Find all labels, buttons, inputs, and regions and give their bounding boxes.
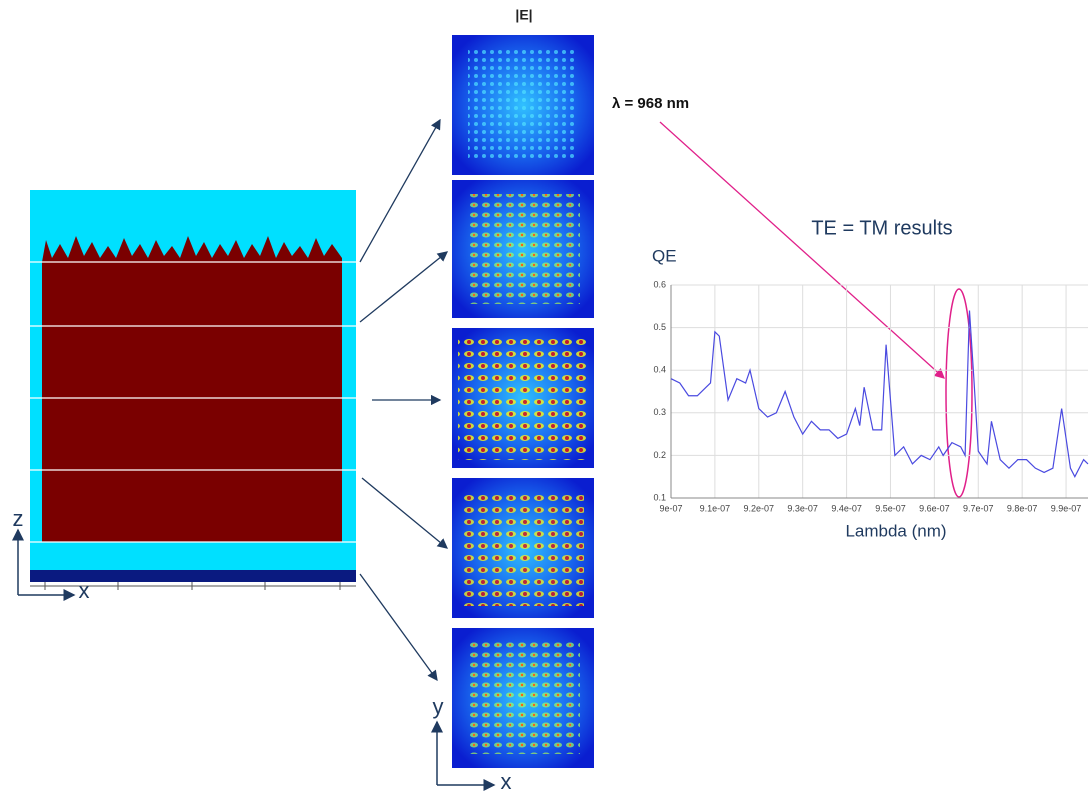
y-axis-title: QE xyxy=(652,246,677,265)
x-axis-label: x xyxy=(79,578,90,603)
field-maps xyxy=(452,35,594,768)
qe-line xyxy=(670,310,1089,479)
y-tick-label: 0.1 xyxy=(653,492,666,502)
y-tick-label: 0.3 xyxy=(653,407,666,417)
x-tick-label: 9.5e-07 xyxy=(875,503,906,513)
x-axis-label: x xyxy=(501,769,512,793)
arrows xyxy=(359,118,449,682)
y-tick-label: 0.2 xyxy=(653,450,666,460)
x-tick-label: 9.3e-07 xyxy=(787,503,818,513)
y-tick-label: 0.4 xyxy=(653,365,666,375)
x-tick-label: 9.4e-07 xyxy=(831,503,862,513)
wavelength-label: λ = 968 nm xyxy=(612,95,689,112)
x-tick-label: 9.6e-07 xyxy=(919,503,950,513)
y-axis-label: y xyxy=(433,694,444,719)
x-tick-label: 9.2e-07 xyxy=(744,503,775,513)
y-tick-label: 0.6 xyxy=(653,279,666,289)
structure: z x xyxy=(12,190,356,603)
x-tick-label: 9.7e-07 xyxy=(963,503,994,513)
z-axis-label: z xyxy=(13,506,24,531)
x-tick-label: 9e-07 xyxy=(659,503,682,513)
x-tick-label: 9.1e-07 xyxy=(700,503,731,513)
field-title: |E| xyxy=(515,7,532,23)
y-tick-label: 0.5 xyxy=(653,322,666,332)
qe-chart: QE Lambda (nm) 0.1 0.2 0.3 0.4 0.5 0.6 9e-07 9.… xyxy=(652,246,1089,540)
x-tick-label: 9.8e-07 xyxy=(1007,503,1038,513)
x-axis-title: Lambda (nm) xyxy=(845,521,946,540)
x-tick-label: 9.9e-07 xyxy=(1051,503,1082,513)
note: TE = TM results xyxy=(811,217,952,239)
